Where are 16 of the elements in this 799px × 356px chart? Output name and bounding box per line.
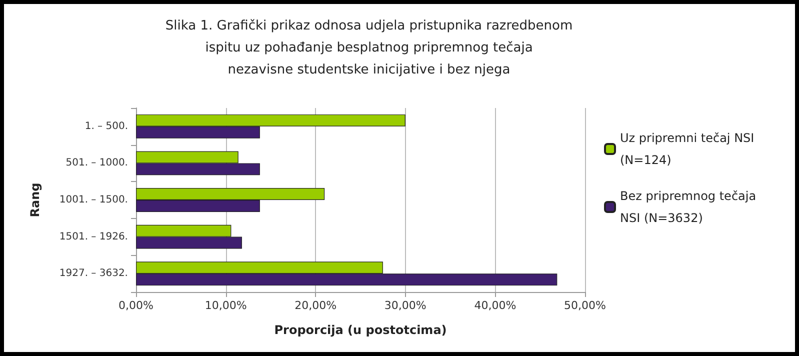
y-tick-label: 1927. – 3632. <box>59 268 128 280</box>
x-tick-label: 50,00% <box>564 299 606 312</box>
y-tick-label: 1501. – 1926. <box>59 231 128 242</box>
x-tick-label: 40,00% <box>474 299 516 312</box>
chart-title: Slika 1. Grafički prikaz odnosa udjela pristupnika razredbenom ispitu uz pohađanje besplatnog pripremnog tečaja nezavisne studentske inicijative i bez njega <box>165 18 573 78</box>
y-tick-label: 1. – 500. <box>84 120 128 132</box>
x-tick-label: 30,00% <box>384 299 426 312</box>
y-axis-title: Rang <box>28 182 42 218</box>
legend-label: Uz pripremni tečaj NSI (N=124) <box>620 131 758 167</box>
x-tick-label: 10,00% <box>204 299 247 312</box>
x-tick-label: 0,00% <box>118 299 154 312</box>
legend-label: Bez pripremnog tečaja NSI (N=3632) <box>620 189 760 225</box>
x-axis-title: Proporcija (u postotcima) <box>274 323 447 337</box>
y-tick-label: 501. – 1000. <box>66 158 128 169</box>
x-tick-label: 20,00% <box>294 299 337 312</box>
y-tick-label: 1001. – 1500. <box>59 194 128 206</box>
